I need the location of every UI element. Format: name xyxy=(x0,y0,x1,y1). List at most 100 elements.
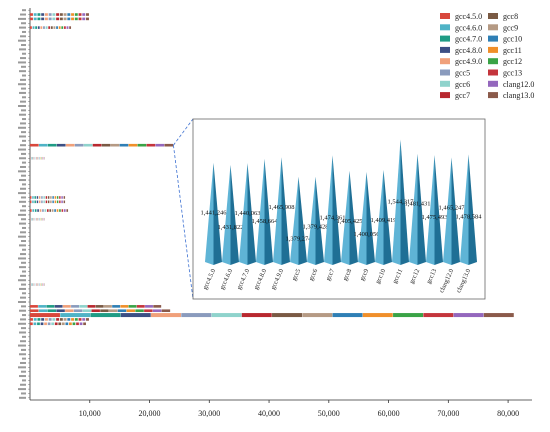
bar-segment xyxy=(34,209,37,212)
x-tick-label: 10,000 xyxy=(79,409,101,418)
inset-spike-right xyxy=(366,171,375,265)
bar-segment xyxy=(52,13,56,16)
inset-value-label: 1,431,822 xyxy=(218,224,244,231)
inset-spike-left xyxy=(426,155,435,265)
bar-segment xyxy=(63,13,67,16)
y-tick-label-mark xyxy=(18,105,26,107)
bar-segment xyxy=(95,305,104,308)
legend-label: clang12.0 xyxy=(503,80,534,89)
zoom-connector-bottom xyxy=(173,145,194,300)
legend-label: gcc4.5.0 xyxy=(455,12,482,21)
legend-swatch xyxy=(440,13,450,19)
legend-label: gcc11 xyxy=(503,46,522,55)
y-tick-label-mark xyxy=(20,57,26,60)
y-tick-label-mark xyxy=(20,340,26,343)
bar-segment xyxy=(48,318,52,321)
bar-segment xyxy=(44,17,48,21)
inset-value-label: 1,440,063 xyxy=(235,210,261,217)
bar-segment xyxy=(483,313,514,318)
inset-value-label: 1,474,361 xyxy=(320,214,346,221)
y-tick-label-mark xyxy=(21,240,26,243)
y-tick-label-mark xyxy=(21,196,26,199)
bar-segment xyxy=(153,305,162,308)
inset-category-label: gcc5 xyxy=(291,268,303,282)
y-tick-label-mark xyxy=(22,161,26,164)
y-tick-label-mark xyxy=(18,126,26,129)
x-tick-label: 60,000 xyxy=(378,409,400,418)
legend-swatch xyxy=(440,69,450,76)
y-tick-label-mark xyxy=(22,335,26,338)
bar-segment xyxy=(67,17,71,21)
bar-segment xyxy=(74,318,78,321)
bar-segment xyxy=(48,17,52,21)
bar-segment xyxy=(37,318,41,321)
bar-segment xyxy=(332,313,363,318)
bar-segment xyxy=(59,318,63,321)
inset-value-label: 1,400,056 xyxy=(354,231,381,238)
bar-segment xyxy=(79,322,83,326)
bar-segment xyxy=(51,209,54,212)
bar-segment xyxy=(61,26,64,29)
legend-label: gcc6 xyxy=(455,80,470,89)
bar-segment xyxy=(63,209,66,212)
bar-segment xyxy=(61,322,65,326)
bar-segment xyxy=(60,313,91,318)
y-tick-label-mark xyxy=(20,361,26,364)
inset-spike-left xyxy=(443,157,452,265)
bar-segment xyxy=(52,17,56,21)
legend-label: gcc4.8.0 xyxy=(455,46,482,55)
bar-segment xyxy=(54,196,57,199)
bar-segment xyxy=(71,17,75,21)
y-tick-label-mark xyxy=(21,392,26,395)
bar-segment xyxy=(63,200,66,204)
x-tick-label: 20,000 xyxy=(139,409,161,418)
bar-segment xyxy=(59,200,61,204)
bar-segment xyxy=(145,305,153,308)
inset-spike-right xyxy=(434,155,443,265)
y-tick-label-mark xyxy=(19,244,26,247)
bar-segment xyxy=(67,13,71,16)
bar-segment xyxy=(30,209,32,212)
bar-segment xyxy=(83,322,86,326)
y-tick-label-mark xyxy=(20,253,26,256)
bar-segment xyxy=(128,143,138,147)
bar-segment xyxy=(30,313,60,318)
inset-spike-left xyxy=(392,139,401,265)
legend-label: gcc4.7.0 xyxy=(455,35,482,44)
y-tick-label-mark xyxy=(19,200,26,203)
legend-label: gcc4.9.0 xyxy=(455,57,482,66)
bar-segment xyxy=(32,196,34,199)
bar-segment xyxy=(35,26,38,29)
bar-segment xyxy=(50,26,53,29)
inset-spike-right xyxy=(264,158,273,265)
y-tick-label-mark xyxy=(19,113,26,116)
bar-segment xyxy=(78,17,82,21)
bar-segment xyxy=(45,200,48,204)
zoom-connector-top xyxy=(173,118,194,146)
bar-segment xyxy=(56,196,59,199)
bar-segment xyxy=(32,26,35,29)
bar-segment xyxy=(44,318,48,321)
y-tick-label-mark xyxy=(21,327,26,330)
bar-segment xyxy=(83,143,93,147)
bar-segment xyxy=(86,13,89,16)
bar-segment xyxy=(59,196,61,199)
bar-segment xyxy=(117,309,127,313)
x-axis-ticks: 10,000 20,000 30,000 40,000 50,000 60,000 70,0… xyxy=(79,400,519,418)
bar-segment xyxy=(181,313,212,318)
inset-value-label: 1,458,664 xyxy=(252,218,279,225)
y-tick-label-mark xyxy=(18,83,26,86)
x-tick-label: 50,000 xyxy=(318,409,340,418)
bar-segment xyxy=(41,200,43,204)
y-tick-label-mark xyxy=(20,296,26,299)
bar-segment xyxy=(37,322,40,326)
inset-value-label: 1,441,246 xyxy=(201,210,228,217)
inset-value-label: 1,409,419 xyxy=(371,217,397,224)
bar-segment xyxy=(362,313,393,318)
bar-segment xyxy=(41,13,45,16)
y-tick-label-mark xyxy=(18,61,26,64)
y-tick-label-mark xyxy=(19,266,26,269)
bar-segment xyxy=(52,196,54,199)
inset-value-label: 1,475,493 xyxy=(422,214,448,221)
bar-segment xyxy=(54,322,58,326)
